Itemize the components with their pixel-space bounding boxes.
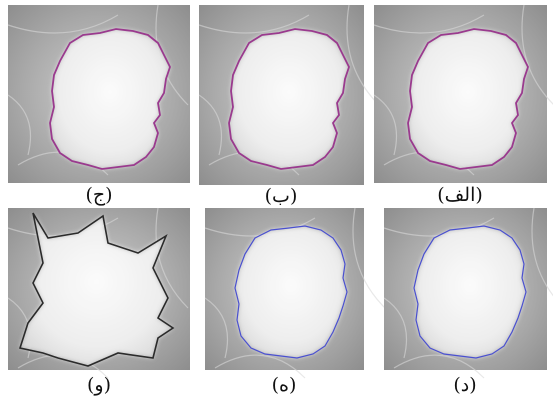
figure: (ج) (ب) (الف) (و) (ه) (د) xyxy=(0,0,553,405)
panel-label: (ه) xyxy=(272,374,297,396)
page: {"panels": [ {"label": "(ج)"}, {"label":… xyxy=(0,0,553,405)
panel-label: (ج) xyxy=(85,184,112,206)
image-panel xyxy=(8,5,190,183)
panel-label: (ب) xyxy=(265,185,298,207)
image-panel xyxy=(8,208,190,378)
panel-label: (الف) xyxy=(437,184,483,206)
image-panel xyxy=(205,208,385,378)
panel-label: (و) xyxy=(87,374,111,396)
image-panel xyxy=(199,5,379,185)
image-panel xyxy=(374,5,553,183)
image-panel xyxy=(384,208,553,378)
panel-label: (د) xyxy=(453,374,476,396)
